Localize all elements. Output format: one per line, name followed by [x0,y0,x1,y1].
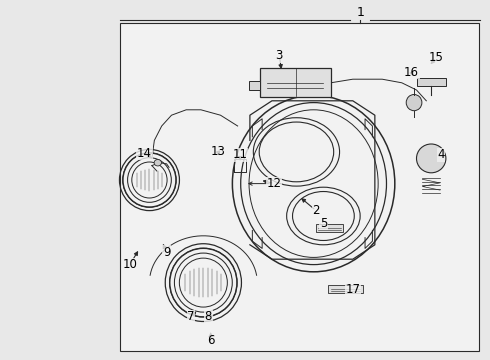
Text: 16: 16 [404,66,419,78]
Bar [249,81,260,90]
Text: 12: 12 [267,177,282,190]
Text: 5: 5 [319,217,327,230]
Bar [316,224,343,232]
Text: 6: 6 [207,334,215,347]
Text: 9: 9 [163,246,171,258]
Text: 7: 7 [187,310,195,323]
Bar [120,23,479,351]
Bar [416,78,446,86]
Ellipse shape [154,159,162,166]
Text: 1: 1 [356,6,364,19]
Text: 3: 3 [275,49,283,62]
Text: 14: 14 [137,147,152,159]
Text: 11: 11 [233,148,247,161]
Text: 2: 2 [312,204,320,217]
Bar [120,23,479,351]
Bar [328,285,363,293]
Text: 10: 10 [122,258,137,271]
Bar [260,68,331,97]
Text: 8: 8 [204,310,212,323]
Text: 17: 17 [345,283,360,296]
Ellipse shape [416,144,446,173]
Text: 15: 15 [429,51,443,64]
Text: 4: 4 [437,148,445,161]
Ellipse shape [406,94,422,111]
Text: 13: 13 [211,145,225,158]
